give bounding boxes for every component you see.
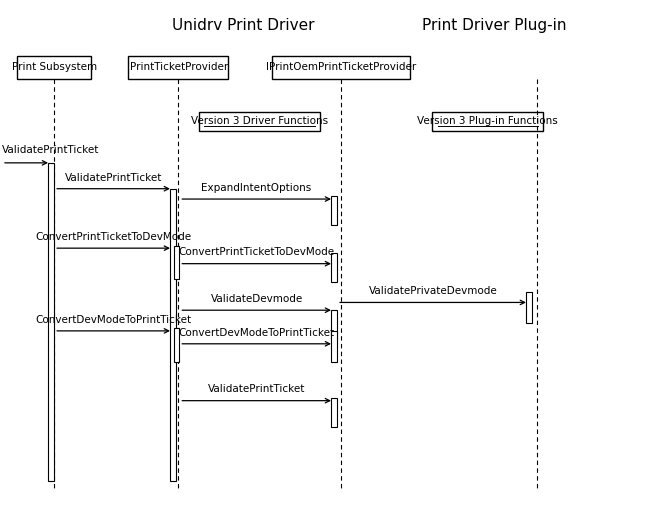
Text: ValidatePrintTicket: ValidatePrintTicket bbox=[2, 145, 99, 155]
Text: ValidatePrintTicket: ValidatePrintTicket bbox=[208, 385, 305, 394]
Text: ValidatePrintTicket: ValidatePrintTicket bbox=[65, 173, 162, 183]
Bar bbox=[331, 310, 337, 339]
FancyBboxPatch shape bbox=[432, 112, 543, 131]
FancyBboxPatch shape bbox=[128, 55, 228, 79]
FancyBboxPatch shape bbox=[199, 112, 320, 131]
FancyBboxPatch shape bbox=[17, 55, 92, 79]
FancyBboxPatch shape bbox=[271, 55, 411, 79]
Text: IPrintOemPrintTicketProvider: IPrintOemPrintTicketProvider bbox=[266, 62, 416, 72]
Bar bbox=[331, 398, 337, 427]
Text: ConvertPrintTicketToDevMode: ConvertPrintTicketToDevMode bbox=[35, 232, 192, 242]
Text: Print Driver Plug-in: Print Driver Plug-in bbox=[422, 18, 566, 33]
Bar bbox=[169, 189, 176, 481]
Bar bbox=[526, 292, 532, 323]
Text: Unidrv Print Driver: Unidrv Print Driver bbox=[172, 18, 315, 33]
Text: ConvertDevModeToPrintTicket: ConvertDevModeToPrintTicket bbox=[35, 315, 192, 325]
Text: ConvertDevModeToPrintTicket: ConvertDevModeToPrintTicket bbox=[179, 328, 335, 338]
Text: ConvertPrintTicketToDevMode: ConvertPrintTicketToDevMode bbox=[179, 248, 335, 257]
Text: Version 3 Plug-in Functions: Version 3 Plug-in Functions bbox=[417, 116, 558, 127]
Bar bbox=[331, 196, 337, 225]
Bar bbox=[48, 163, 54, 481]
Text: Print Subsystem: Print Subsystem bbox=[12, 62, 97, 72]
Text: Version 3 Driver Functions: Version 3 Driver Functions bbox=[191, 116, 328, 127]
Text: ExpandIntentOptions: ExpandIntentOptions bbox=[201, 183, 312, 193]
Bar bbox=[331, 331, 337, 362]
Text: ValidatePrivateDevmode: ValidatePrivateDevmode bbox=[369, 286, 497, 296]
Bar bbox=[174, 246, 179, 279]
Bar bbox=[174, 328, 179, 362]
Text: ValidateDevmode: ValidateDevmode bbox=[211, 294, 303, 304]
Text: IPrintTicketProvider: IPrintTicketProvider bbox=[128, 62, 229, 72]
Bar bbox=[331, 253, 337, 282]
